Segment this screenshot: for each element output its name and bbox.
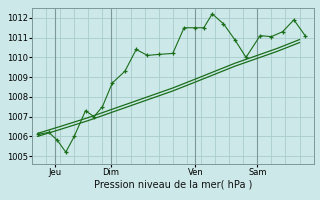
X-axis label: Pression niveau de la mer( hPa ): Pression niveau de la mer( hPa ): [94, 180, 252, 190]
